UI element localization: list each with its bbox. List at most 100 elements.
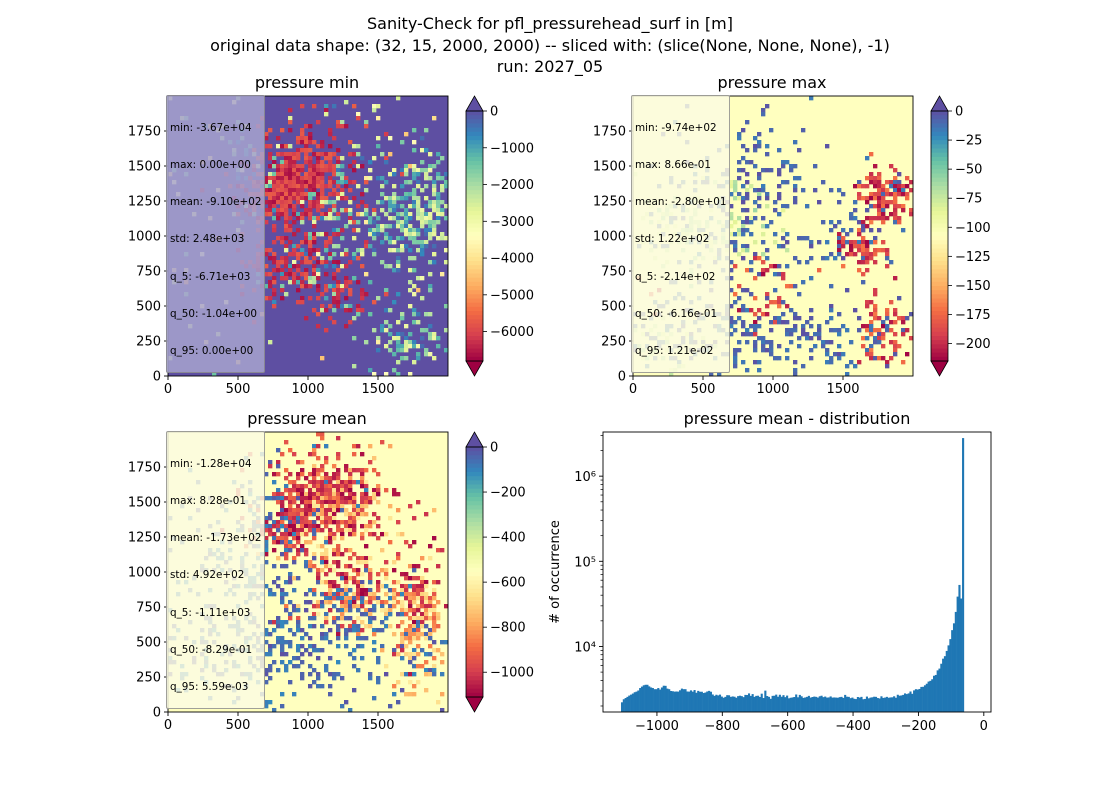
map-cell (340, 176, 345, 181)
colorbar-segment (466, 273, 483, 279)
map-cell (396, 348, 401, 353)
map-cell (336, 244, 341, 249)
map-cell (292, 168, 297, 173)
map-cell (296, 512, 301, 517)
map-cell (308, 160, 313, 165)
map-cell (324, 564, 329, 569)
map-cell (372, 532, 377, 537)
map-cell (432, 244, 437, 249)
map-cell (400, 620, 405, 625)
colorbar-segment (931, 356, 948, 362)
map-cell (392, 652, 397, 657)
map-cell (861, 196, 866, 201)
map-cell (284, 292, 289, 297)
map-cell (893, 212, 898, 217)
map-cell (356, 588, 361, 593)
map-cell (773, 200, 778, 205)
map-cell (340, 480, 345, 485)
map-cell (881, 216, 886, 221)
map-cell (384, 320, 389, 325)
map-cell (312, 280, 317, 285)
map-cell (320, 172, 325, 177)
map-cell (741, 184, 746, 189)
map-cell (777, 304, 782, 309)
map-cell (877, 172, 882, 177)
map-cell (733, 292, 738, 297)
map-cell (308, 232, 313, 237)
map-cell (272, 280, 277, 285)
map-cell (352, 500, 357, 505)
colorbar-segment (466, 684, 483, 690)
map-cell (420, 224, 425, 229)
map-cell (396, 204, 401, 209)
map-cell (729, 240, 734, 245)
map-cell (280, 204, 285, 209)
map-cell (336, 596, 341, 601)
colorbar-segment (466, 522, 483, 527)
map-cell (368, 624, 373, 629)
map-cell (376, 296, 381, 301)
colorbar-segment (466, 497, 483, 502)
map-cell (312, 240, 317, 245)
map-cell (412, 632, 417, 637)
map-cell (264, 220, 269, 225)
map-cell (372, 648, 377, 653)
map-cell (316, 248, 321, 253)
map-cell (320, 504, 325, 509)
map-cell (268, 152, 273, 157)
map-cell (320, 484, 325, 489)
colorbar-segment (466, 294, 483, 299)
map-cell (384, 180, 389, 185)
map-cell (733, 188, 738, 193)
map-cell (416, 288, 421, 293)
map-cell (412, 664, 417, 669)
map-cell (793, 284, 798, 289)
map-cell (428, 272, 433, 277)
map-cell (837, 252, 842, 257)
map-cell (384, 344, 389, 349)
map-cell (296, 536, 301, 541)
map-cell (336, 584, 341, 589)
map-cell (745, 328, 750, 333)
map-cell (276, 184, 281, 189)
map-cell (384, 532, 389, 537)
colorbar-tick-label: 0 (490, 441, 498, 456)
histogram-bar (715, 694, 718, 712)
histogram-bar (913, 690, 916, 712)
map-cell (420, 148, 425, 153)
map-cell (296, 608, 301, 613)
map-cell (324, 152, 329, 157)
map-cell (813, 332, 818, 337)
map-cell (332, 508, 337, 513)
map-cell (745, 228, 750, 233)
map-cell (332, 552, 337, 557)
map-cell (380, 152, 385, 157)
map-cell (336, 560, 341, 565)
map-cell (316, 160, 321, 165)
colorbar-segment (931, 286, 948, 291)
map-cell (436, 600, 441, 605)
map-cell (869, 216, 874, 221)
map-cell (408, 544, 413, 549)
map-cell (741, 256, 746, 261)
map-cell (833, 224, 838, 229)
map-cell (420, 620, 425, 625)
histogram-bar (640, 686, 644, 712)
map-cell (440, 692, 445, 697)
map-cell (284, 592, 289, 597)
map-cell (909, 212, 914, 217)
map-cell (300, 296, 305, 301)
map-cell (288, 548, 293, 553)
histogram-bar (796, 697, 800, 712)
map-cell (300, 252, 305, 257)
map-cell (753, 324, 758, 329)
map-cell (344, 276, 349, 281)
map-cell (436, 200, 441, 205)
histogram-bar (811, 697, 814, 712)
map-cell (288, 492, 293, 497)
map-cell (340, 588, 345, 593)
map-cell (396, 600, 401, 605)
map-cell (356, 116, 361, 121)
map-cell (264, 136, 269, 141)
map-cell (316, 180, 321, 185)
